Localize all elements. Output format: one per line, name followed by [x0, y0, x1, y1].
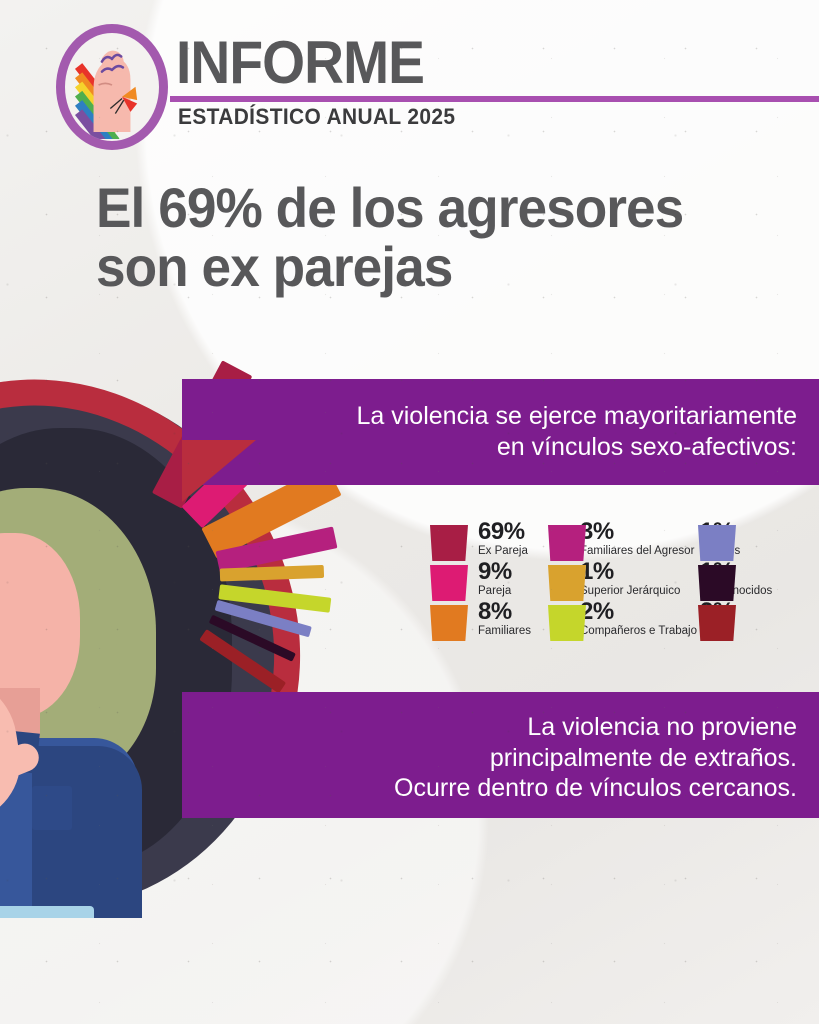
header-divider: [170, 96, 819, 102]
legend-percent: 1%: [580, 558, 614, 585]
legend-swatch-stack-3: [698, 525, 736, 645]
legend-swatch-stack-2: [548, 525, 586, 645]
banner-top-text: La violencia se ejerce mayoritariamente …: [357, 401, 798, 462]
legend-percent: 2%: [580, 598, 614, 625]
banner-top-line-1: La violencia se ejerce mayoritariamente: [356, 402, 798, 430]
legend-label: Ex Pareja: [478, 545, 528, 557]
legend-swatch: [698, 565, 736, 601]
legend-text: 69% Ex Pareja: [478, 520, 528, 558]
banner-top-line-2: en vínculos sexo-afectivos:: [496, 432, 797, 461]
banner-bottom-text: La violencia no proviene principalmente …: [394, 712, 797, 804]
legend-text: 3% Familiares del Agresor: [580, 520, 694, 558]
legend-percent: 3%: [580, 518, 614, 545]
pocket-shape: [32, 786, 72, 830]
legend-percent: 8%: [478, 598, 512, 625]
feminist-fist-rainbow-icon: [56, 24, 168, 150]
legend-swatch: [548, 525, 586, 561]
legend-label: Pareja: [478, 585, 512, 597]
shirt-shade: [32, 746, 142, 918]
legend-label: Familiares: [478, 625, 532, 637]
legend-text: 9% Pareja: [478, 560, 512, 598]
footer: SECRETARIA DE LA MUJER Y DIVERSIDAD LA R…: [0, 840, 819, 1024]
headline: El 69% de los agresores son ex parejas: [96, 178, 796, 297]
banner-bottom-line-3: Ocurre dentro de vínculos cercanos.: [394, 774, 797, 802]
legend-text: 1% Superior Jerárquico: [580, 560, 680, 598]
legend-swatch: [548, 565, 586, 601]
banner-bottom: La violencia no proviene principalmente …: [182, 692, 819, 818]
legend-swatch: [430, 605, 468, 641]
legend-swatch: [698, 525, 736, 561]
cuff-shape: [0, 906, 94, 918]
legend-label: Familiares del Agresor: [580, 545, 695, 557]
banner-bottom-line-2: principalmente de extraños.: [489, 743, 797, 772]
page-subtitle: ESTADÍSTICO ANUAL 2025: [178, 104, 456, 129]
legend-text: 2% Compañeros e Trabajo: [580, 600, 697, 638]
legend-swatch: [430, 565, 468, 601]
header: INFORME ESTADÍSTICO ANUAL 2025: [0, 0, 819, 165]
legend-swatch: [698, 605, 736, 641]
legend-swatch: [548, 605, 586, 641]
woman-stop-gesture-illustration: [0, 358, 342, 918]
headline-line-2: son ex parejas: [96, 235, 453, 299]
legend-label: Superior Jerárquico: [580, 585, 681, 597]
chart-legend: 69% Ex Pareja 9% Pareja 8% Familiares: [430, 520, 810, 652]
legend-swatch: [430, 525, 468, 561]
headline-line-1: El 69% de los agresores: [96, 176, 684, 239]
legend-percent: 69%: [478, 518, 525, 545]
legend-label: Compañeros e Trabajo: [580, 625, 697, 637]
legend-text: 8% Familiares: [478, 600, 531, 638]
banner-bottom-line-1: La violencia no proviene: [527, 713, 797, 741]
page-title: INFORME: [176, 29, 425, 96]
banner-top: La violencia se ejerce mayoritariamente …: [182, 379, 819, 485]
chart-ray: [219, 564, 325, 582]
legend-percent: 9%: [478, 558, 512, 585]
